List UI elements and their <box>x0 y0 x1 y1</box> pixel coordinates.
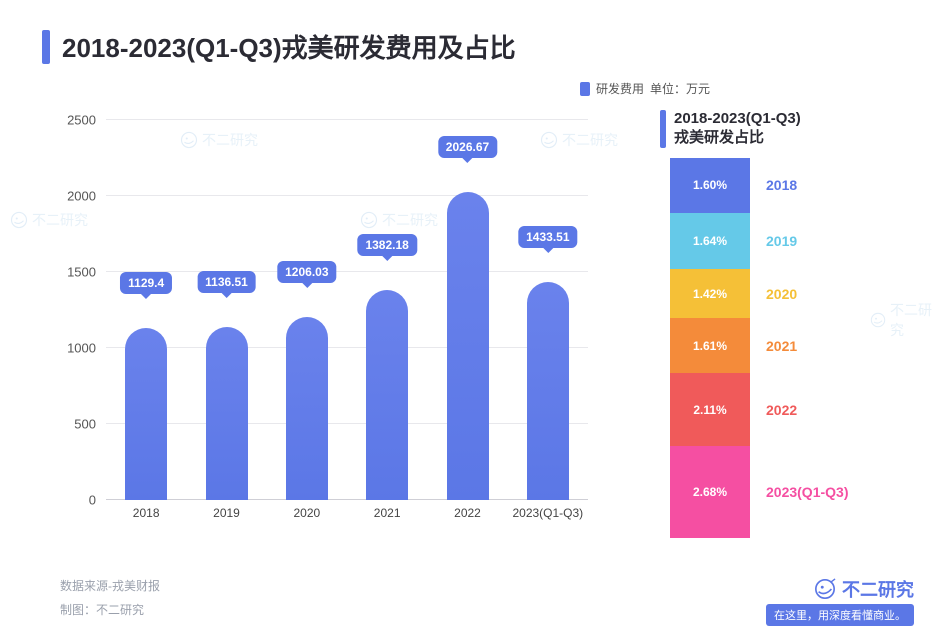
ratio-title-line2: 戎美研发占比 <box>674 129 801 148</box>
x-tick-label: 2020 <box>293 506 320 520</box>
bar <box>447 192 489 500</box>
bar-value-label: 1382.18 <box>357 234 416 256</box>
ratio-segment: 1.42% 2020 <box>670 269 850 318</box>
ratio-panel: 2018-2023(Q1-Q3) 戎美研发占比 1.60% 2018 1.64% 20… <box>660 110 910 538</box>
bar-chart: 0 500 1000 1500 2000 2500 1129.4 2018 1136.51 201… <box>48 110 598 540</box>
x-tick-label: 2021 <box>374 506 401 520</box>
bar <box>206 327 248 500</box>
ratio-title-accent <box>660 110 666 148</box>
ratio-segment-year: 2020 <box>766 286 797 302</box>
bar-value-label: 1136.51 <box>197 271 256 293</box>
footer-source: 数据来源-戎美财报 <box>60 574 160 598</box>
legend: 研发费用 单位：万元 <box>580 80 710 97</box>
ratio-segment: 1.60% 2018 <box>670 158 850 213</box>
ratio-segment-block: 2.68% <box>670 446 750 538</box>
brand-name: 不二研究 <box>842 576 914 602</box>
ratio-segment-block: 2.11% <box>670 373 750 445</box>
chart-title: 2018-2023(Q1-Q3)戎美研发费用及占比 <box>42 28 516 65</box>
brand-tagline: 在这里，用深度看懂商业。 <box>766 604 914 626</box>
legend-swatch <box>580 82 590 96</box>
plot-area: 050010001500200025001129.420181136.51201… <box>106 120 588 500</box>
y-tick-label: 0 <box>89 493 96 508</box>
x-tick-label: 2023(Q1-Q3) <box>512 506 583 520</box>
y-tick-label: 1000 <box>67 341 96 356</box>
legend-label: 研发费用 <box>596 80 644 97</box>
brand: 不二研究 在这里，用深度看懂商业。 <box>766 576 914 626</box>
ratio-segment-year: 2023(Q1-Q3) <box>766 484 848 500</box>
ratio-segment: 1.61% 2021 <box>670 318 850 373</box>
ratio-title-line1: 2018-2023(Q1-Q3) <box>674 110 801 129</box>
gridline <box>106 347 588 348</box>
x-tick-label: 2018 <box>133 506 160 520</box>
ratio-stack: 1.60% 2018 1.64% 2019 1.42% 2020 1.61% 2021 2.11… <box>670 158 850 538</box>
ratio-segment-year: 2019 <box>766 233 797 249</box>
ratio-segment-year: 2021 <box>766 338 797 354</box>
x-axis <box>106 499 588 500</box>
bar-value-label: 1206.03 <box>277 261 336 283</box>
ratio-segment: 1.64% 2019 <box>670 213 850 269</box>
gridline <box>106 423 588 424</box>
ratio-segment-block: 1.42% <box>670 269 750 318</box>
gridline <box>106 271 588 272</box>
bar <box>286 317 328 500</box>
gridline <box>106 195 588 196</box>
y-tick-label: 2000 <box>67 189 96 204</box>
ratio-segment: 2.68% 2023(Q1-Q3) <box>670 446 850 538</box>
y-tick-label: 1500 <box>67 265 96 280</box>
brand-icon <box>814 578 836 600</box>
y-tick-label: 500 <box>74 417 96 432</box>
ratio-segment-block: 1.64% <box>670 213 750 269</box>
bar-value-label: 1433.51 <box>518 226 577 248</box>
title-accent <box>42 30 50 64</box>
ratio-segment-year: 2022 <box>766 402 797 418</box>
ratio-segment-year: 2018 <box>766 177 797 193</box>
ratio-segment: 2.11% 2022 <box>670 373 850 445</box>
footer: 数据来源-戎美财报 制图：不二研究 <box>60 574 160 622</box>
x-tick-label: 2022 <box>454 506 481 520</box>
ratio-segment-block: 1.60% <box>670 158 750 213</box>
bar <box>527 282 569 500</box>
title-text: 2018-2023(Q1-Q3)戎美研发费用及占比 <box>62 28 516 65</box>
x-tick-label: 2019 <box>213 506 240 520</box>
bar-value-label: 2026.67 <box>438 136 497 158</box>
bar <box>366 290 408 500</box>
bar-value-label: 1129.4 <box>120 272 172 294</box>
bar <box>125 328 167 500</box>
ratio-segment-block: 1.61% <box>670 318 750 373</box>
y-tick-label: 2500 <box>67 113 96 128</box>
footer-credit: 制图：不二研究 <box>60 598 160 622</box>
legend-unit: 单位：万元 <box>650 80 710 97</box>
ratio-title: 2018-2023(Q1-Q3) 戎美研发占比 <box>660 110 910 148</box>
gridline <box>106 119 588 120</box>
